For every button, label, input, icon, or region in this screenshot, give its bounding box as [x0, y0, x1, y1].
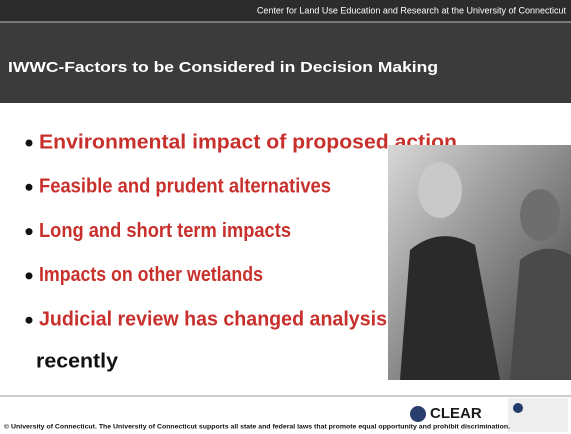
photo-figure [520, 189, 560, 241]
logo-icon [410, 406, 426, 422]
university-logo [508, 398, 568, 432]
slide: Center for Land Use Education and Resear… [0, 0, 571, 434]
logo-text: CLEAR [430, 405, 482, 422]
university-logo-mark [513, 403, 523, 413]
bullet-dot [26, 140, 33, 147]
footer-text: © University of Connecticut. The Univers… [4, 424, 510, 431]
bullet-text: Feasible and prudent alternatives [39, 176, 331, 198]
bullet-text: Judicial review has changed analysis [39, 308, 387, 330]
photo-figure [418, 162, 462, 218]
org-name: Center for Land Use Education and Resear… [257, 5, 567, 15]
bullet-dot [26, 184, 33, 191]
bullet-continuation: recently [36, 350, 119, 372]
bullet-dot [26, 272, 33, 279]
photo [388, 145, 571, 380]
bullet-dot [26, 228, 33, 235]
bullet-text: Impacts on other wetlands [39, 264, 263, 286]
bullet-dot [26, 317, 33, 324]
slide-title: IWWC-Factors to be Considered in Decisio… [8, 59, 438, 76]
bullet-text: Long and short term impacts [39, 220, 291, 242]
